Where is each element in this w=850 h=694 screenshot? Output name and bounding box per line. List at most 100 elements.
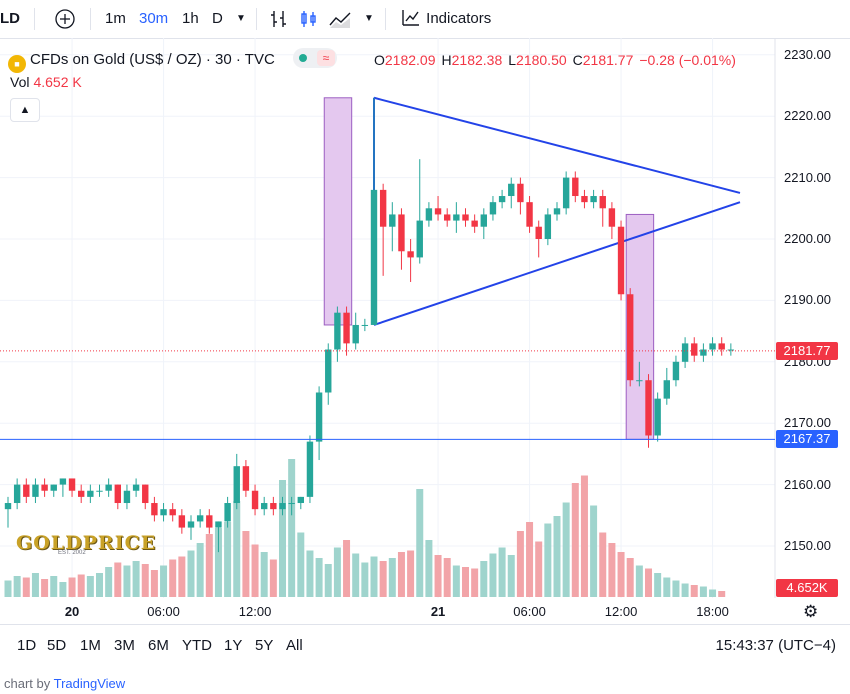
candle-body <box>700 349 707 356</box>
market-status-badge[interactable]: ≈ <box>292 48 337 68</box>
range-1y[interactable]: 1Y <box>224 637 243 654</box>
volume-bar <box>416 489 424 597</box>
candle-body <box>352 324 359 344</box>
volume-bar <box>13 576 21 597</box>
candle-body <box>315 392 323 442</box>
range-5d[interactable]: 5D <box>47 637 67 654</box>
volume-bar <box>114 562 122 597</box>
toolbar-divider <box>34 8 35 30</box>
chart-drawings <box>323 96 741 440</box>
candle-body <box>297 496 304 504</box>
candle-body <box>68 478 76 491</box>
intervals-chevron-down-icon[interactable]: ▼ <box>236 13 246 24</box>
volume-bar <box>196 543 204 597</box>
volume-bar <box>654 573 662 597</box>
volume-bar <box>343 540 351 597</box>
chart-legend: ■ CFDs on Gold (US$ / OZ) · 30 · TVC ≈ <box>8 48 337 73</box>
candle-body <box>480 214 487 227</box>
candle-body <box>279 503 286 510</box>
candle-body <box>590 196 597 203</box>
range-1m[interactable]: 1M <box>80 637 101 654</box>
range-3m[interactable]: 3M <box>114 637 135 654</box>
volume-bar <box>663 577 671 597</box>
volume-bar <box>471 568 479 597</box>
vol-value: 4.652 K <box>33 74 82 90</box>
interval-1h[interactable]: 1h <box>182 10 199 27</box>
volume-bar <box>608 543 616 597</box>
x-tick-label: 06:00 <box>513 604 546 619</box>
chart-type-chevron-down-icon[interactable]: ▼ <box>364 13 374 24</box>
candle-body <box>334 312 341 350</box>
candle-body <box>78 490 85 497</box>
gold-symbol-icon: ■ <box>8 55 26 73</box>
price-levels <box>0 350 775 440</box>
volume-bar <box>242 531 250 597</box>
volume-bar <box>452 565 460 597</box>
y-tick-label: 2210.00 <box>784 169 831 185</box>
x-tick-label: 18:00 <box>696 604 729 619</box>
candle-body <box>233 466 240 504</box>
volume-bar <box>553 516 561 597</box>
y-tick-label: 2220.00 <box>784 108 831 124</box>
tradingview-credit[interactable]: chart by TradingView <box>4 676 125 691</box>
volume-bar <box>123 565 131 597</box>
last-price-label: 2181.77 <box>776 341 838 360</box>
candle-body <box>361 324 369 326</box>
volume-bar <box>544 523 552 597</box>
symbol-name[interactable]: LD <box>0 10 20 27</box>
gear-icon[interactable]: ⚙ <box>803 602 819 621</box>
interval-d[interactable]: D <box>212 10 223 27</box>
volume-bar <box>617 552 625 597</box>
candle-body <box>251 490 259 510</box>
x-tick-label: 20 <box>65 604 79 619</box>
volume-bar <box>370 556 378 597</box>
add-symbol-button[interactable] <box>54 0 76 38</box>
highlight-box <box>323 97 353 326</box>
clock[interactable]: 15:43:37 (UTC−4) <box>715 637 836 654</box>
credit-prefix: chart by <box>4 676 54 691</box>
volume-bar <box>352 553 360 597</box>
bars-chart-button[interactable] <box>268 0 290 38</box>
candle-body <box>325 349 332 393</box>
volume-bar <box>86 576 94 597</box>
volume-bar <box>324 564 332 597</box>
candle-body <box>379 189 387 227</box>
chart-grid <box>0 38 776 598</box>
range-all[interactable]: All <box>286 637 303 654</box>
volume-bar <box>297 532 305 597</box>
candle-body <box>96 490 103 492</box>
price-chart[interactable]: 20 06:00 12:00 21 06:00 12:00 18:00 <box>0 38 850 624</box>
indicators-button[interactable]: Indicators <box>400 0 491 38</box>
area-chart-button[interactable] <box>328 0 354 38</box>
candle-body <box>41 484 48 491</box>
volume-bar <box>498 547 506 597</box>
interval-1m[interactable]: 1m <box>105 10 126 27</box>
candle-body <box>187 521 195 528</box>
volume-bar <box>672 580 680 597</box>
range-1d[interactable]: 1D <box>17 637 37 654</box>
volume-bar <box>279 480 286 597</box>
range-ytd[interactable]: YTD <box>182 637 212 654</box>
candles-chart-button[interactable] <box>298 0 320 38</box>
interval-30m[interactable]: 30m <box>139 10 169 27</box>
volume-bar <box>260 552 268 597</box>
volume-bar <box>635 565 643 597</box>
ohlc-values: O2182.09 H2182.38 L2180.50 C2181.77 −0.28 (−… <box>374 48 742 72</box>
candle-body <box>242 466 250 491</box>
legend-collapse-button[interactable]: ▲ <box>10 98 40 122</box>
candle-body <box>142 484 149 504</box>
credit-brand[interactable]: TradingView <box>53 676 126 691</box>
volume-bar <box>4 580 12 597</box>
candle-body <box>572 177 579 197</box>
candles-icon <box>301 11 316 27</box>
time-axis: 20 06:00 12:00 21 06:00 12:00 18:00 <box>65 604 729 619</box>
symbol-title[interactable]: CFDs on Gold (US$ / OZ) · 30 · TVC <box>30 51 275 68</box>
range-5y[interactable]: 5Y <box>255 637 274 654</box>
chevron-up-icon: ▲ <box>19 104 31 116</box>
volume-bar <box>132 561 140 597</box>
range-6m[interactable]: 6M <box>148 637 169 654</box>
close-label: C <box>572 52 583 68</box>
volume-bar <box>269 559 277 597</box>
bottom-toolbar: 1D 5D 1M 3M 6M YTD 1Y 5Y All 15:43:37 (U… <box>0 624 850 669</box>
volume-bar <box>489 553 497 597</box>
